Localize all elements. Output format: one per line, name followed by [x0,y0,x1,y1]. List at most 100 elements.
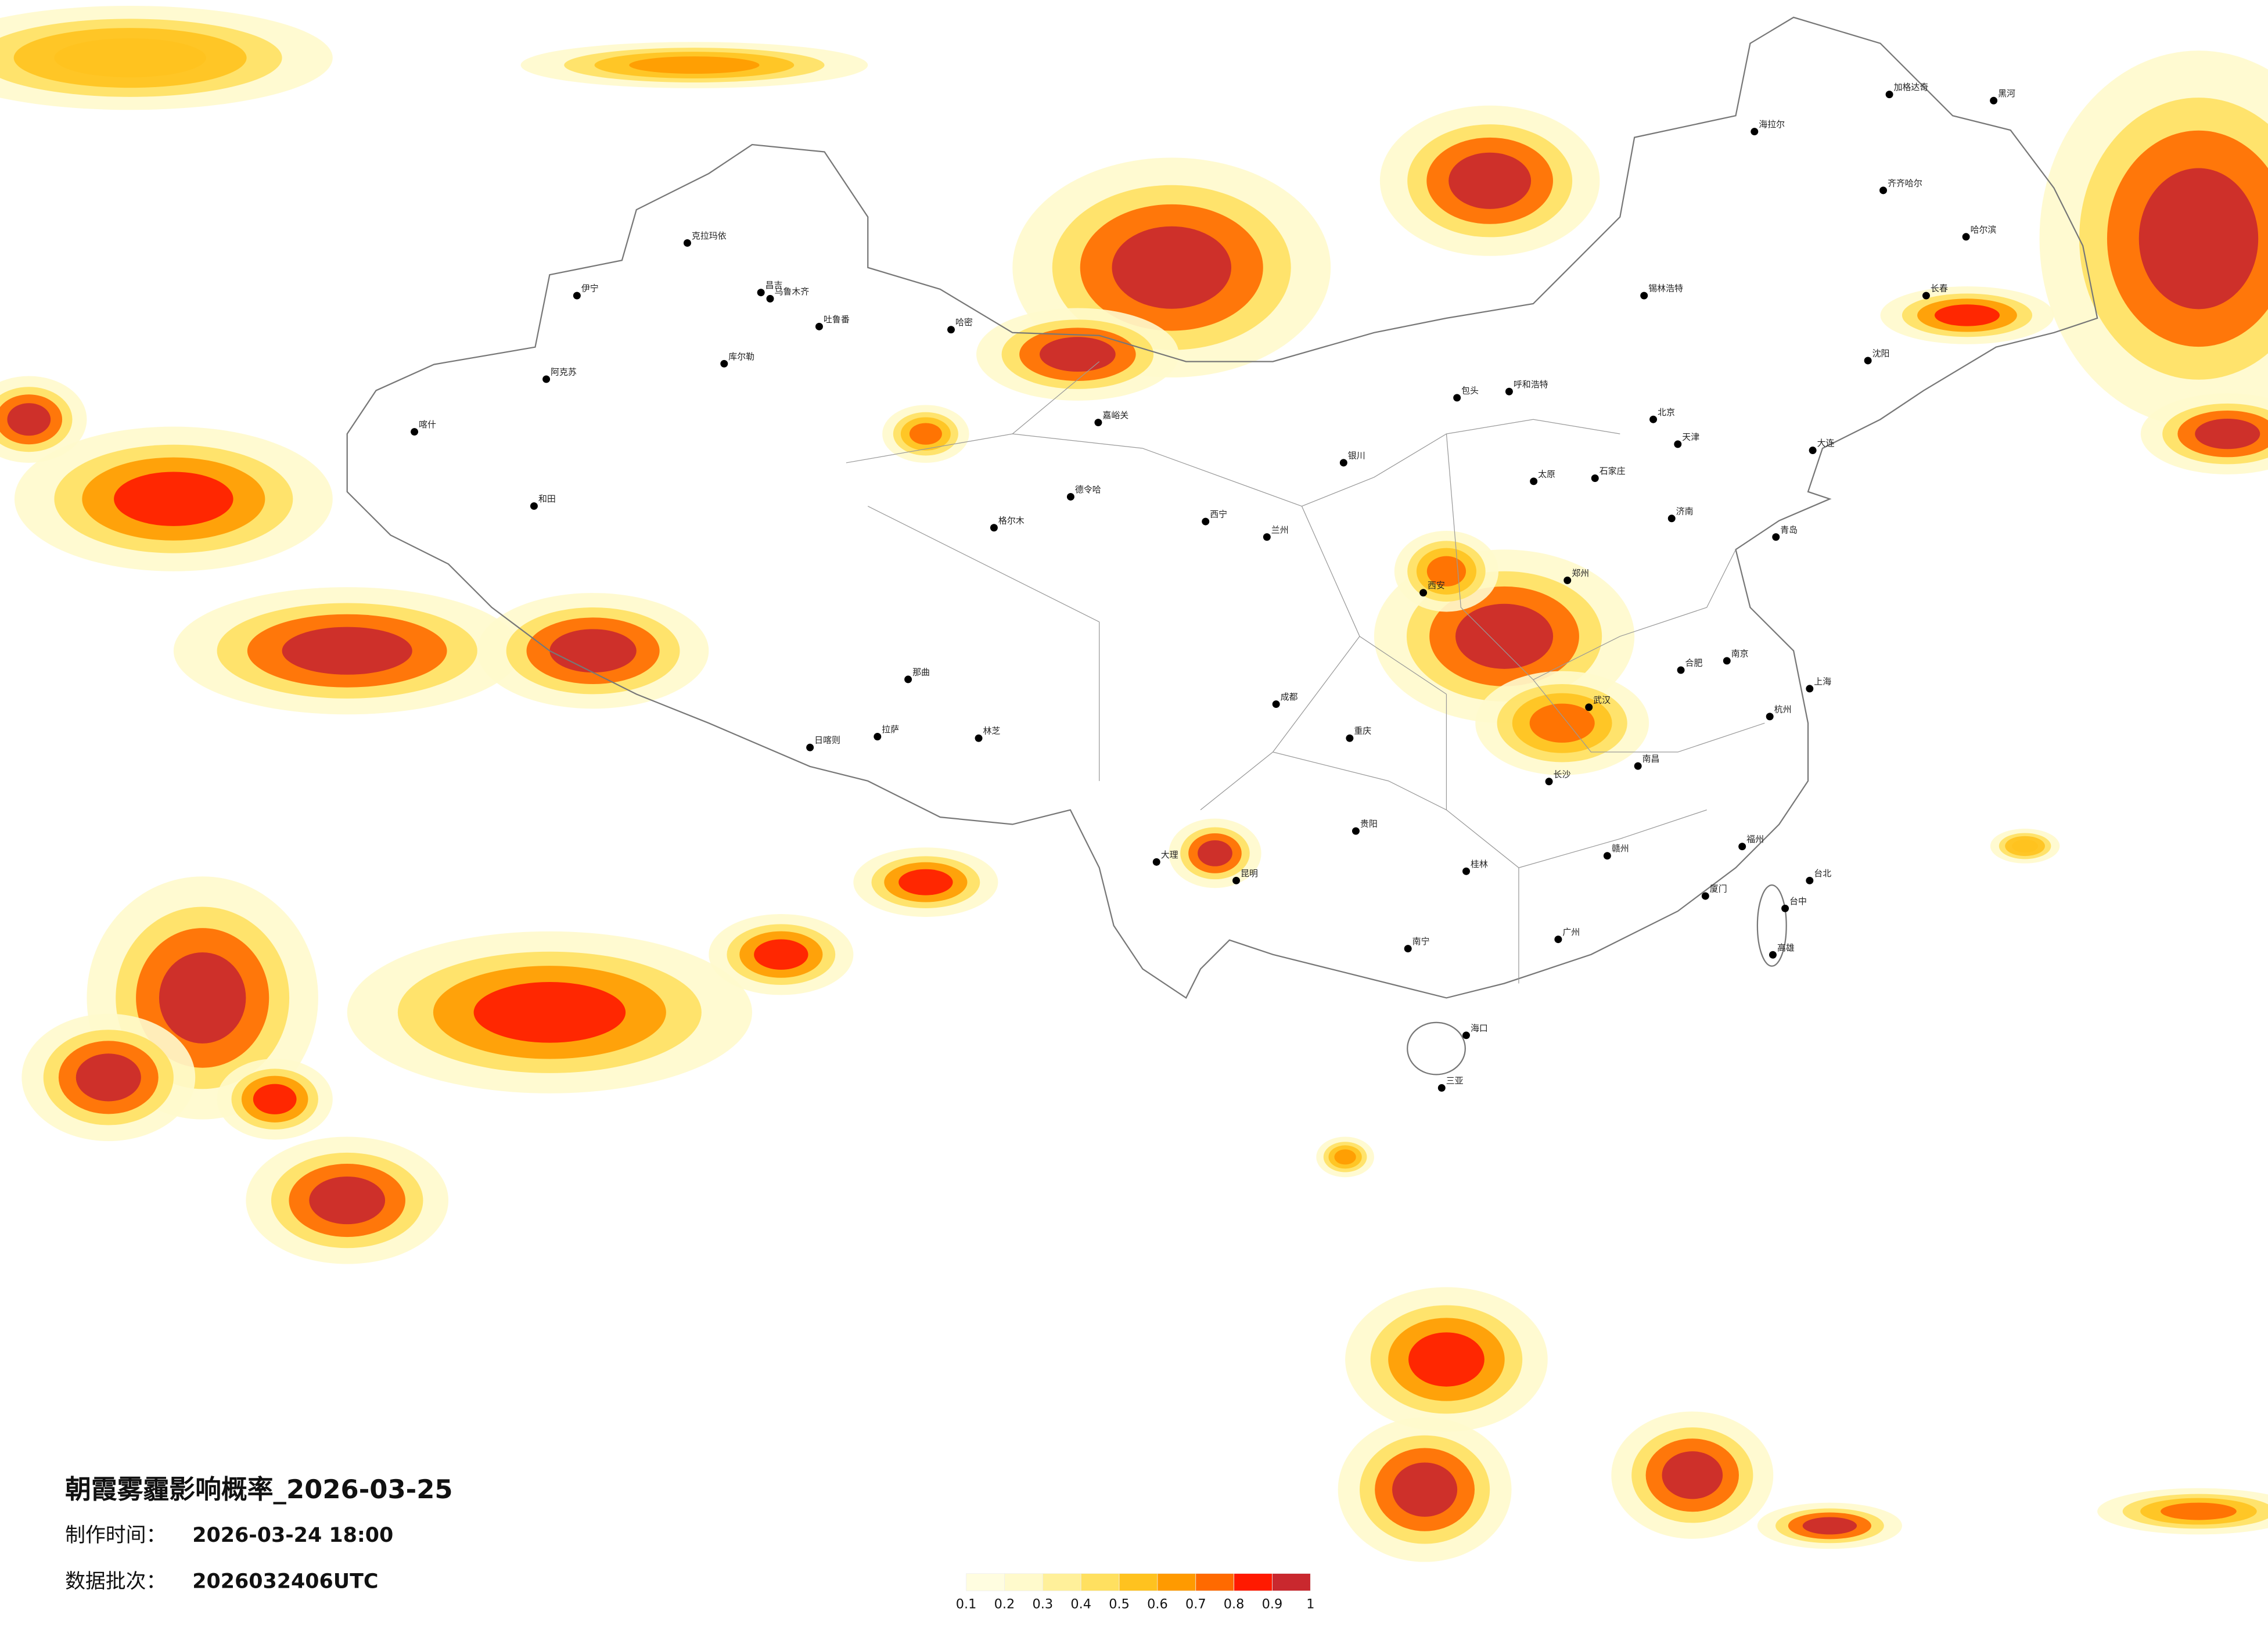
made-time: 2026-03-24 18:00 [192,1524,393,1547]
hainan-border [1407,1021,1466,1075]
probability-area [1334,1149,1356,1165]
city-label: 锡林浩特 [1648,283,1683,294]
city-label: 齐齐哈尔 [1888,178,1922,188]
city-dot [1339,459,1347,467]
legend-swatch [1234,1573,1273,1591]
legend-swatch [1157,1573,1196,1591]
city-dot [1603,852,1611,860]
city-dot [1723,657,1731,665]
city-label: 格尔木 [998,515,1025,526]
city-dot [1585,703,1593,711]
city-label: 哈尔滨 [1971,224,1997,235]
city-label: 西宁 [1210,509,1227,520]
probability-area [1455,603,1554,669]
city-dot [1864,357,1872,365]
legend-tick-label: 0.1 [956,1596,977,1611]
probability-area [754,939,808,970]
legend-tick-label: 0.4 [1070,1596,1091,1611]
city-label: 贵阳 [1360,819,1378,829]
city-dot [947,326,955,334]
legend: 0.1 0.2 0.3 0.4 0.5 0.6 0.7 0.8 0.9 1 [956,1573,1314,1611]
city-dot [806,743,814,751]
china-border [346,16,2098,999]
probability-area [898,869,953,895]
city-label: 沈阳 [1872,348,1890,358]
probability-area [473,982,626,1043]
probability-area [1802,1517,1857,1535]
city-label: 加格达奇 [1894,82,1929,92]
probability-area [1198,840,1232,866]
city-dot [766,294,774,303]
city-label: 海拉尔 [1759,119,1785,129]
city-label: 昆明 [1241,868,1258,879]
probability-area [309,1176,386,1225]
city-label: 那曲 [912,667,930,677]
city-label: 林芝 [983,726,1000,736]
city-label: 北京 [1658,407,1675,418]
city-dot [1545,778,1553,786]
province-lines [846,361,1765,984]
city-label: 库尔勒 [728,351,754,362]
city-dot [1563,576,1572,584]
city-label: 厦门 [1710,884,1727,894]
city-dot [1346,734,1354,742]
city-label: 赣州 [1612,843,1629,854]
city-dot [1990,96,1998,105]
city-dot [1202,517,1210,526]
city-label: 哈密 [955,317,973,328]
city-dot [1885,91,1893,99]
city-dot [1591,474,1599,482]
city-label: 日喀则 [814,735,840,746]
legend-swatch [1195,1573,1234,1591]
batch: 2026032406UTC [192,1570,378,1593]
city-label: 呼和浩特 [1514,379,1548,390]
city-label: 济南 [1676,506,1694,516]
probability-area [159,952,246,1044]
legend-swatch [1119,1573,1158,1591]
city-label: 三亚 [1446,1075,1464,1086]
city-label: 克拉玛依 [692,231,727,241]
city-label: 武汉 [1593,695,1611,705]
legend-swatch [1004,1573,1043,1591]
city-label: 郑州 [1572,568,1589,578]
city-label: 长春 [1931,283,1948,294]
city-label: 喀什 [419,419,436,430]
probability-area [549,629,637,673]
city-label: 台中 [1789,896,1807,906]
city-dot [1809,447,1817,454]
city-label: 昌吉 [765,280,783,290]
legend-tick-label: 0.6 [1147,1596,1168,1611]
city-label: 吐鲁番 [824,314,850,325]
legend-swatch [1080,1573,1120,1591]
city-label: 南京 [1731,648,1749,659]
city-dot [1263,533,1271,541]
city-label: 南昌 [1642,754,1660,764]
city-dot [1781,904,1789,912]
city-label: 和田 [538,494,556,504]
legend-swatch [1042,1573,1081,1591]
legend-tick-label: 0.3 [1033,1596,1054,1611]
city-dot [1554,936,1562,944]
city-dot [573,292,581,300]
probability-area [253,1084,297,1114]
city-label: 石家庄 [1600,466,1626,476]
legend-tick-label: 0.9 [1262,1596,1283,1611]
city-dot [1677,666,1685,674]
city-dot [975,734,983,742]
probability-area [1529,703,1595,743]
city-label: 嘉峪关 [1102,410,1128,420]
probability-area [909,423,942,445]
city-dot [1462,1031,1470,1039]
city-label: 阿克苏 [551,366,577,377]
city-label: 上海 [1814,676,1831,686]
probability-area [1662,1451,1723,1499]
city-dot [1404,945,1412,953]
legend-tick-label: 1 [1306,1596,1314,1611]
map-title: 朝霞雾霾影响概率_2026-03-25 [65,1474,453,1505]
city-label: 南宁 [1412,936,1430,947]
city-dot [1806,876,1814,884]
city-label: 合肥 [1685,657,1703,668]
city-dot [815,322,823,330]
probability-area [282,627,412,675]
